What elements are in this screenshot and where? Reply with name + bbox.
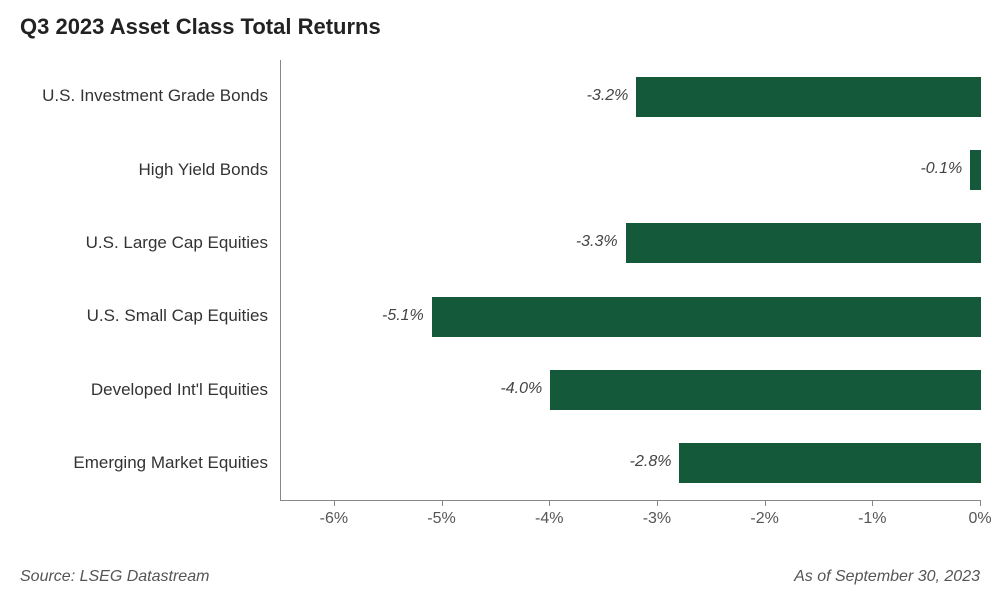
xtick	[442, 500, 443, 506]
xtick	[872, 500, 873, 506]
ytick-label: High Yield Bonds	[139, 160, 268, 180]
xtick	[334, 500, 335, 506]
bar-value-label: -2.8%	[630, 453, 672, 471]
bar-value-label: -3.3%	[576, 233, 618, 251]
ytick-label: U.S. Large Cap Equities	[86, 233, 268, 253]
xtick	[765, 500, 766, 506]
xtick-label: -3%	[637, 510, 677, 528]
source-text: Source: LSEG Datastream	[20, 568, 209, 586]
ytick-label: Emerging Market Equities	[73, 453, 268, 473]
bar	[626, 223, 981, 263]
bar	[550, 370, 981, 410]
ytick-label: Developed Int'l Equities	[91, 380, 268, 400]
bar-value-label: -0.1%	[920, 160, 962, 178]
bar	[679, 443, 981, 483]
chart-container: Q3 2023 Asset Class Total Returns -3.2%-…	[0, 0, 1000, 600]
bar	[636, 77, 981, 117]
xtick	[549, 500, 550, 506]
bar-value-label: -3.2%	[587, 87, 629, 105]
plot-area: -3.2% -0.1% -3.3% -5.1% -4.0% -2.8%	[280, 60, 981, 501]
chart-title: Q3 2023 Asset Class Total Returns	[20, 14, 381, 40]
bar	[432, 297, 981, 337]
xtick	[980, 500, 981, 506]
xtick	[657, 500, 658, 506]
ytick-label: U.S. Investment Grade Bonds	[42, 86, 268, 106]
bar	[970, 150, 981, 190]
xtick-label: -5%	[422, 510, 462, 528]
xtick-label: -6%	[314, 510, 354, 528]
xtick-label: -1%	[852, 510, 892, 528]
bar-value-label: -5.1%	[382, 307, 424, 325]
xtick-label: -4%	[529, 510, 569, 528]
xtick-label: -2%	[745, 510, 785, 528]
as-of-text: As of September 30, 2023	[794, 568, 980, 586]
xtick-label: 0%	[960, 510, 1000, 528]
ytick-label: U.S. Small Cap Equities	[87, 306, 268, 326]
bar-value-label: -4.0%	[500, 380, 542, 398]
